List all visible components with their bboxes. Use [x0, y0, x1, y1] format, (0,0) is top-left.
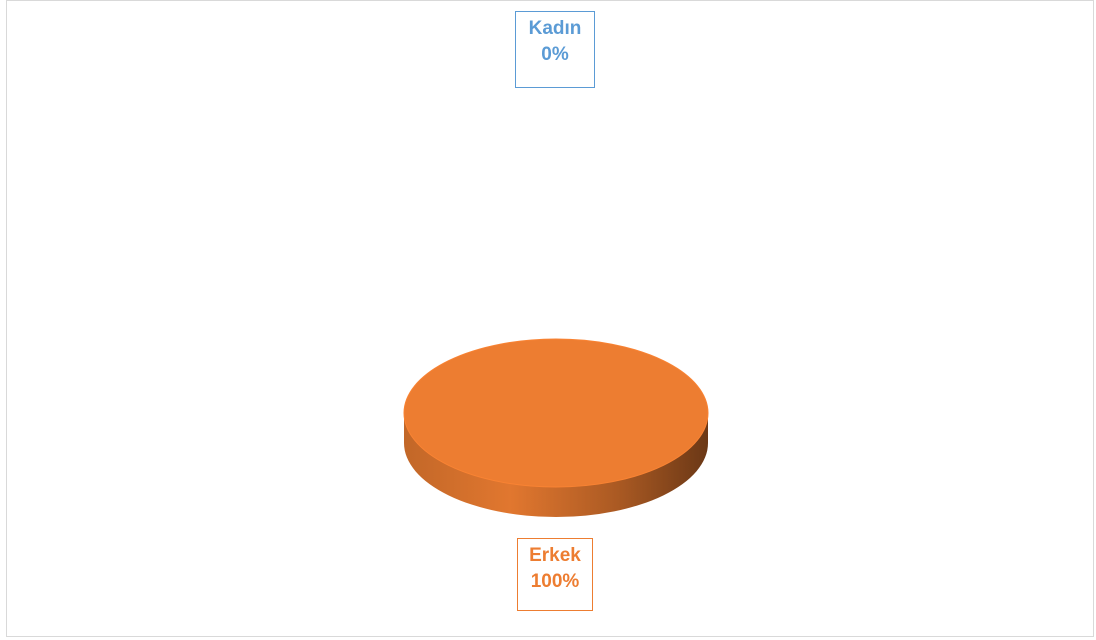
- pie-slice-side-erkek: [404, 413, 708, 517]
- pie-slice-erkek: [403, 338, 709, 488]
- data-label-kadin: Kadın 0%: [515, 11, 595, 88]
- data-label-erkek-name: Erkek: [529, 545, 581, 566]
- data-label-kadin-name: Kadın: [528, 18, 582, 39]
- data-label-erkek-percent: 100%: [530, 571, 580, 592]
- data-label-kadin-percent: 0%: [541, 44, 569, 65]
- data-label-erkek: Erkek 100%: [517, 538, 593, 611]
- pie-chart: [403, 338, 709, 517]
- chart-area: Kadın 0% Erkek 100%: [6, 0, 1094, 637]
